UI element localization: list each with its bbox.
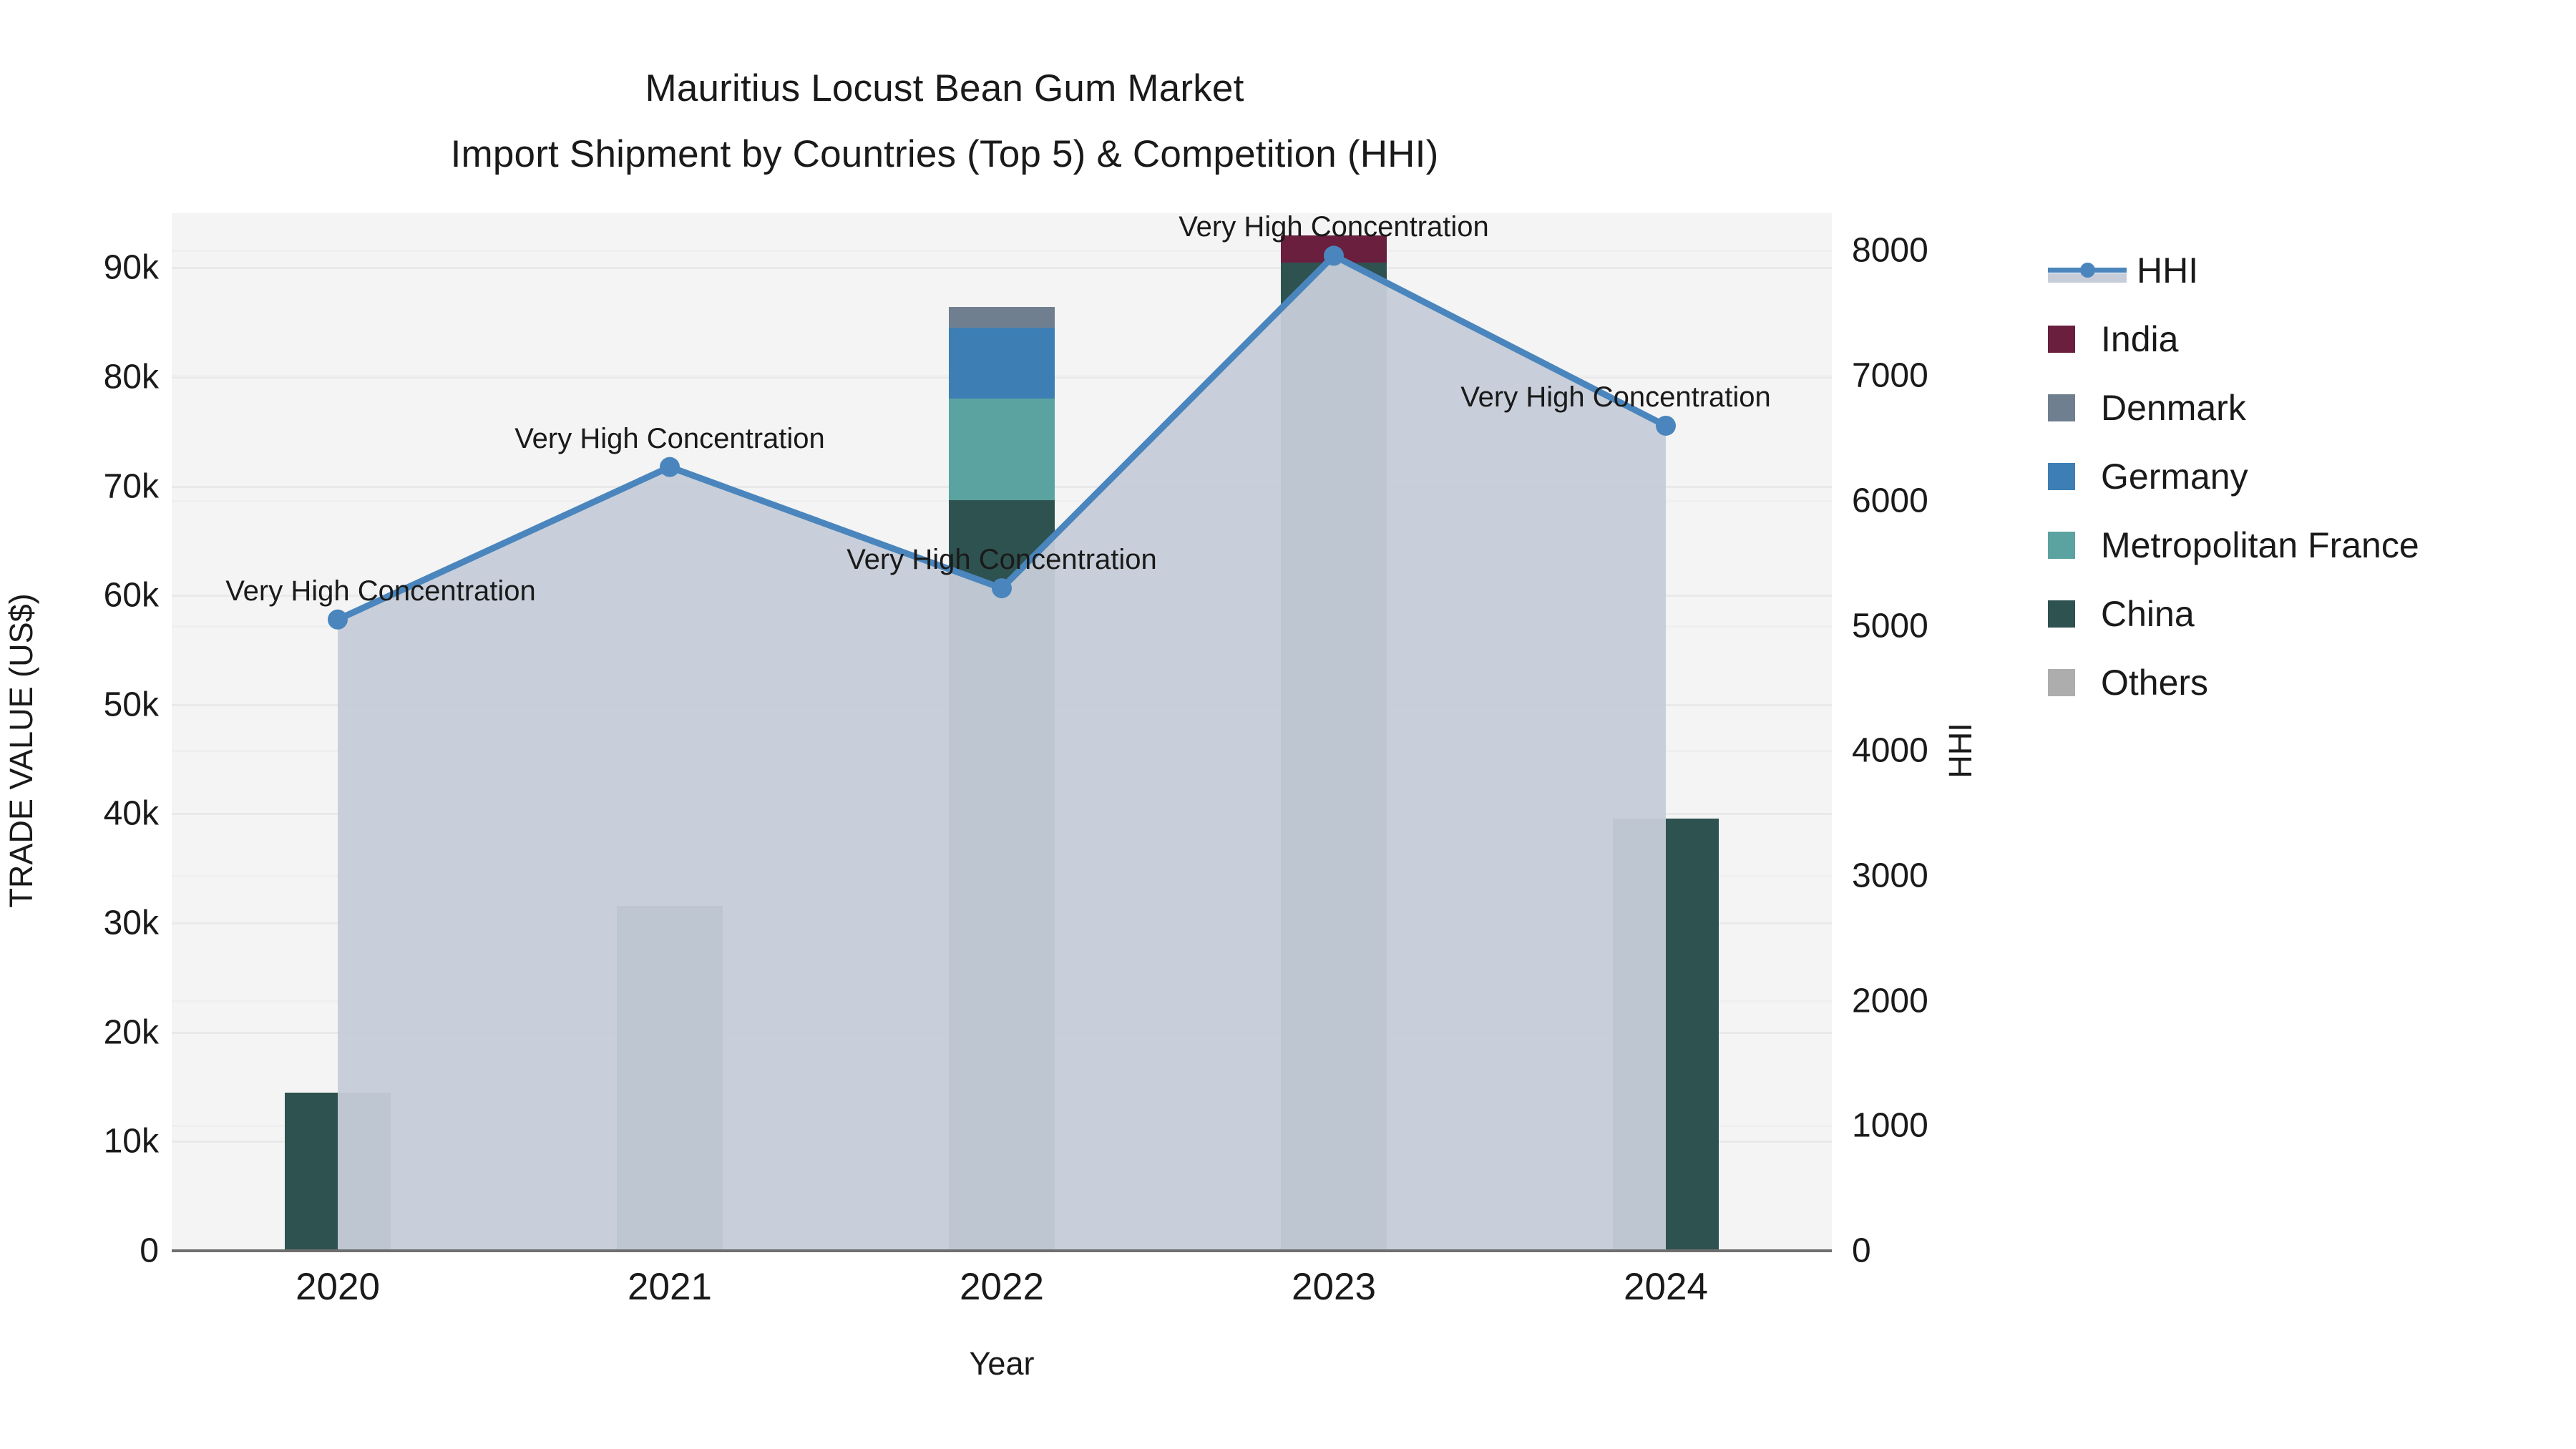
bar-segment-germany-2022 (949, 328, 1055, 399)
y-axis-right-ticks: 0 1000 2000 3000 4000 5000 6000 7000 8000 (1852, 0, 2024, 1449)
legend-swatch-icon (2048, 669, 2075, 696)
y-axis-right-tick: 7000 (1852, 356, 1928, 395)
legend-swatch-icon (2048, 394, 2075, 421)
legend-item-germany[interactable]: Germany (2048, 442, 2419, 511)
legend-item-denmark[interactable]: Denmark (2048, 374, 2419, 442)
y-axis-left-tick: 60k (103, 576, 159, 615)
legend-swatch-icon (2048, 600, 2075, 628)
x-axis-tick-2020: 2020 (296, 1266, 380, 1308)
bar-segment-china-2023 (1281, 262, 1387, 1251)
y-axis-left-tick: 20k (103, 1013, 159, 1052)
legend-item-label: Germany (2101, 457, 2248, 497)
y-axis-left-label: TRADE VALUE (US$) (3, 593, 39, 908)
legend-item-label: Metropolitan France (2101, 525, 2419, 565)
y-axis-left-ticks: 0 10k 20k 30k 40k 50k 60k 70k 80k 90k (0, 0, 159, 1449)
annotation-2023: Very High Concentration (1179, 211, 1489, 243)
legend-item-label: Others (2101, 663, 2209, 703)
x-axis-line (172, 1249, 1832, 1252)
y-axis-left-tick: 40k (103, 794, 159, 833)
legend-item-others[interactable]: Others (2048, 648, 2419, 717)
y-axis-left-tick: 50k (103, 686, 159, 724)
legend-item-label: China (2101, 594, 2195, 634)
x-axis-label: Year (969, 1345, 1035, 1382)
y-axis-right-tick: 6000 (1852, 482, 1928, 520)
x-axis-tick-2022: 2022 (960, 1266, 1044, 1308)
y-axis-right-tick: 3000 (1852, 857, 1928, 895)
gridline (172, 267, 1832, 270)
bar-segment-metropolitan-france-2022 (949, 399, 1055, 501)
annotation-2020: Very High Concentration (225, 575, 536, 607)
gridline-secondary (172, 250, 1832, 253)
bar-segment-china-2021 (617, 905, 723, 1251)
y-axis-left-tick: 80k (103, 358, 159, 396)
y-axis-right-tick: 5000 (1852, 607, 1928, 645)
legend-swatch-icon (2048, 463, 2075, 490)
annotation-2022: Very High Concentration (847, 544, 1157, 576)
legend-item-hhi[interactable]: HHI (2048, 236, 2419, 305)
y-axis-right-tick: 1000 (1852, 1106, 1928, 1145)
chart-title-line-1: Mauritius Locust Bean Gum Market (645, 67, 1244, 109)
y-axis-right-tick: 2000 (1852, 982, 1928, 1020)
y-axis-right-tick: 8000 (1852, 231, 1928, 270)
y-axis-right-tick: 4000 (1852, 731, 1928, 770)
legend-item-metropolitan-france[interactable]: Metropolitan France (2048, 511, 2419, 580)
y-axis-left-tick: 10k (103, 1122, 159, 1161)
chart-legend: HHI India Denmark Germany Metropolitan Franc… (2048, 236, 2419, 717)
bar-segment-denmark-2022 (949, 307, 1055, 328)
y-axis-right-tick: 0 (1852, 1231, 1871, 1270)
bar-segment-china-2024 (1613, 818, 1719, 1251)
legend-swatch-icon (2048, 326, 2075, 353)
y-axis-left-tick: 30k (103, 904, 159, 942)
x-axis-tick-2021: 2021 (628, 1266, 712, 1308)
y-axis-left-tick: 70k (103, 467, 159, 506)
legend-item-label: HHI (2137, 250, 2199, 291)
y-axis-left-tick: 90k (103, 248, 159, 287)
legend-line-icon (2048, 257, 2127, 284)
annotation-2024: Very High Concentration (1460, 381, 1771, 413)
x-axis-tick-2023: 2023 (1292, 1266, 1376, 1308)
x-axis-tick-2024: 2024 (1624, 1266, 1708, 1308)
bar-segment-china-2022 (949, 500, 1055, 1251)
annotation-2021: Very High Concentration (514, 422, 825, 454)
legend-item-label: Denmark (2101, 388, 2246, 428)
chart-title: Mauritius Locust Bean Gum Market Import … (0, 56, 1889, 187)
legend-item-label: India (2101, 319, 2179, 359)
chart-title-line-2: Import Shipment by Countries (Top 5) & C… (450, 133, 1439, 175)
legend-swatch-icon (2048, 532, 2075, 559)
bar-segment-china-2020 (285, 1092, 391, 1251)
legend-item-china[interactable]: China (2048, 580, 2419, 648)
y-axis-right-label: HHI (1942, 723, 1979, 779)
y-axis-left-tick: 0 (140, 1231, 159, 1270)
legend-item-india[interactable]: India (2048, 305, 2419, 374)
